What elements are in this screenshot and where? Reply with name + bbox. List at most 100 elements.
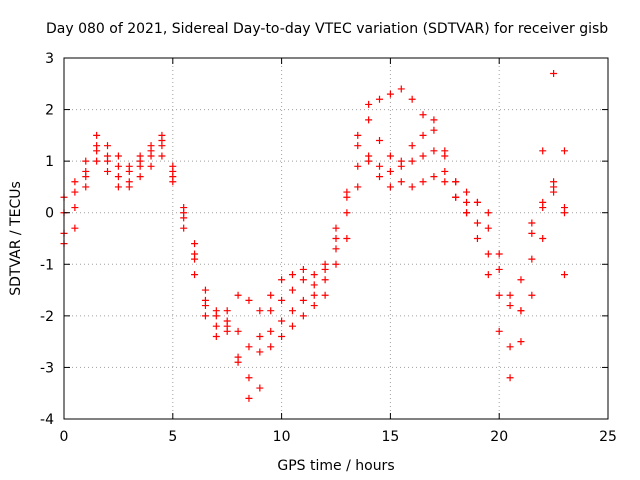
data-point (223, 307, 231, 315)
data-point (365, 100, 373, 108)
y-tick-label: 2 (45, 103, 54, 119)
data-point (299, 265, 307, 273)
y-tick-label: 0 (45, 206, 54, 222)
data-point (354, 183, 362, 191)
data-point (114, 173, 122, 181)
data-point (506, 374, 514, 382)
data-point (180, 224, 188, 232)
data-point (539, 204, 547, 212)
data-point (71, 188, 79, 196)
data-point (365, 116, 373, 124)
data-point (560, 147, 568, 155)
x-tick-label: 10 (273, 429, 291, 445)
data-point (245, 394, 253, 402)
data-point (169, 173, 177, 181)
data-point (484, 209, 492, 217)
data-point (376, 173, 384, 181)
data-point (321, 291, 329, 299)
series-1 (60, 69, 568, 382)
data-point (267, 343, 275, 351)
data-point (397, 178, 405, 186)
data-point (441, 167, 449, 175)
data-point (430, 116, 438, 124)
data-point (463, 209, 471, 217)
data-point (310, 302, 318, 310)
data-point (278, 317, 286, 325)
data-point (397, 157, 405, 165)
data-point (212, 322, 220, 330)
data-point (506, 302, 514, 310)
data-point (82, 183, 90, 191)
chart-title: Day 080 of 2021, Sidereal Day-to-day VTE… (46, 21, 608, 37)
data-point (473, 198, 481, 206)
data-point (104, 157, 112, 165)
data-point (386, 167, 394, 175)
data-point (267, 291, 275, 299)
data-point (125, 162, 133, 170)
data-point (441, 152, 449, 160)
data-point (332, 224, 340, 232)
y-tick-label: -1 (40, 257, 54, 273)
data-point (180, 209, 188, 217)
y-tick-label: -3 (40, 360, 54, 376)
data-point (419, 131, 427, 139)
data-point (158, 131, 166, 139)
data-point (321, 276, 329, 284)
data-point (93, 147, 101, 155)
data-point (201, 312, 209, 320)
data-point (191, 240, 199, 248)
data-point (256, 307, 264, 315)
data-point (299, 276, 307, 284)
y-axis-label: SDTVAR / TECUs (8, 181, 24, 296)
data-point (441, 178, 449, 186)
data-point (473, 235, 481, 242)
data-point (376, 137, 384, 145)
data-point (201, 296, 209, 304)
data-point (212, 312, 220, 320)
data-series (60, 69, 568, 402)
data-point (288, 322, 296, 330)
data-point (495, 327, 503, 335)
data-point (343, 193, 351, 201)
data-point (234, 327, 242, 335)
data-point (528, 219, 536, 227)
data-point (267, 307, 275, 315)
data-point (495, 250, 503, 258)
data-point (365, 157, 373, 165)
data-point (125, 183, 133, 191)
data-point (310, 281, 318, 289)
x-tick-label: 15 (381, 429, 399, 445)
data-point (114, 183, 122, 191)
data-point (93, 131, 101, 139)
data-point (419, 111, 427, 119)
data-point (299, 312, 307, 320)
data-point (386, 90, 394, 98)
data-point (332, 260, 340, 268)
data-point (82, 167, 90, 175)
data-point (376, 95, 384, 103)
data-point (104, 142, 112, 150)
data-point (114, 162, 122, 170)
data-point (147, 147, 155, 155)
data-point (310, 271, 318, 279)
data-point (234, 291, 242, 299)
data-point (104, 167, 112, 175)
data-point (245, 343, 253, 351)
data-point (517, 338, 525, 346)
data-point (278, 332, 286, 340)
data-point (256, 384, 264, 392)
data-point (256, 348, 264, 356)
data-point (354, 131, 362, 139)
data-point (408, 95, 416, 103)
data-point (484, 250, 492, 258)
x-tick-label: 25 (599, 429, 617, 445)
data-point (212, 332, 220, 340)
data-point (452, 178, 460, 186)
data-point (245, 374, 253, 382)
data-point (528, 255, 536, 263)
series-2 (60, 131, 568, 356)
data-point (332, 245, 340, 253)
data-point (550, 188, 558, 196)
data-point (560, 271, 568, 279)
